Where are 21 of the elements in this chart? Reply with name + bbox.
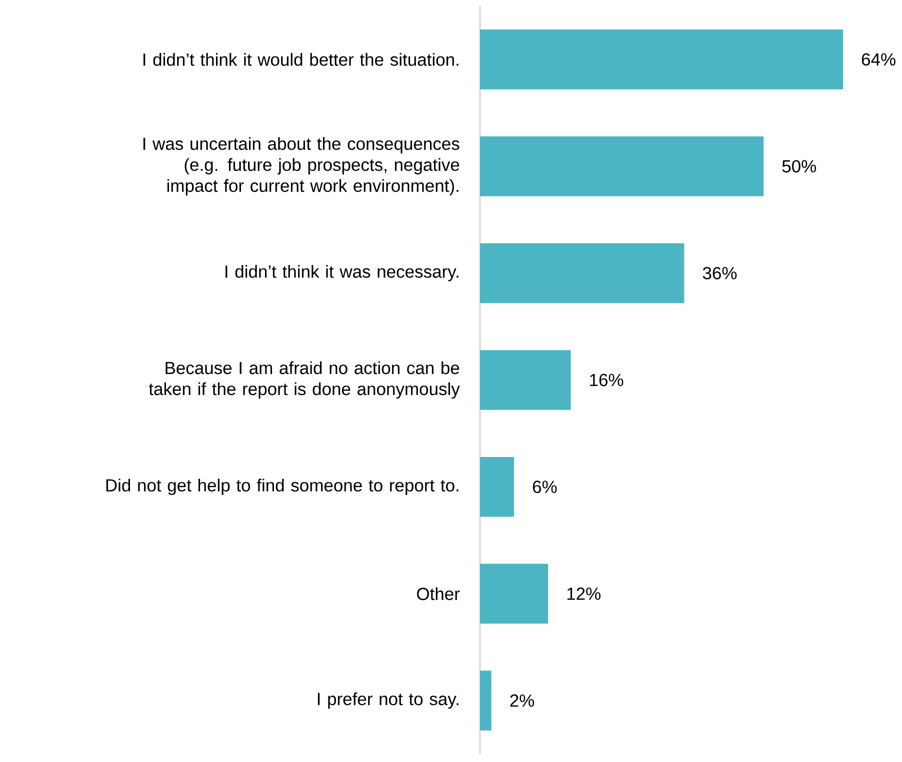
bar (480, 670, 492, 730)
y-tick-label: I was uncertain about the consequences (e.g. future job prospects, negative impact for current work environment). (143, 137, 460, 196)
y-tick-label: Because I am afraid no action can be taken if the report is done anonymously (148, 361, 460, 399)
data-label: 12% (567, 588, 600, 600)
data-label: 36% (702, 266, 737, 280)
bar (480, 350, 571, 410)
bar (480, 136, 764, 196)
y-tick-label: I didn’t think it would better the situation. (143, 53, 458, 66)
y-tick-label: I prefer not to say. (318, 692, 458, 709)
data-label: 50% (782, 160, 816, 172)
data-label: 2% (510, 694, 534, 707)
y-tick-label: I didn’t think it was necessary. (226, 264, 458, 282)
bar (480, 30, 843, 90)
bar (480, 243, 684, 304)
y-tick-label: Did not get help to find someone to report to. (106, 478, 458, 496)
y-tick-label: Other (417, 587, 460, 600)
bar (480, 564, 548, 624)
data-label: 6% (532, 480, 557, 494)
data-label: 64% (862, 53, 896, 66)
bar (480, 456, 514, 517)
data-label: 16% (590, 374, 624, 386)
